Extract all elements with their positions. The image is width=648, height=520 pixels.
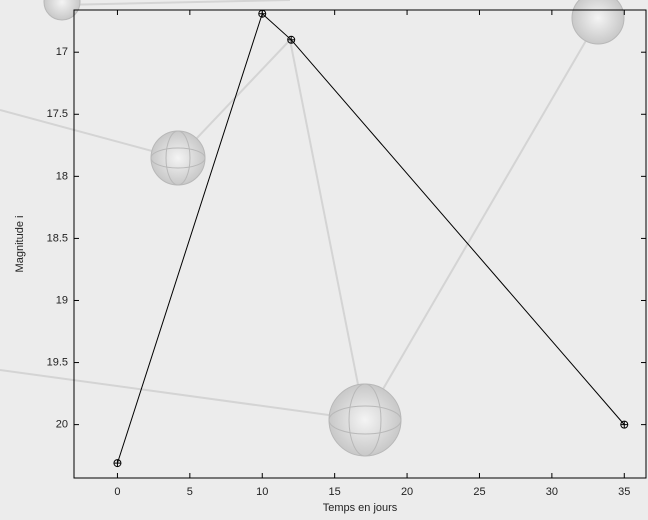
x-axis-label: Temps en jours xyxy=(323,502,398,514)
x-tick-label: 30 xyxy=(546,486,558,498)
y-tick-label: 19.5 xyxy=(47,356,68,368)
y-tick-label: 18.5 xyxy=(47,232,68,244)
marker xyxy=(287,35,296,44)
x-tick-label: 20 xyxy=(401,486,413,498)
plot-frame xyxy=(73,9,647,479)
x-tick-label: 15 xyxy=(329,486,341,498)
line xyxy=(116,12,625,464)
y-axis-label: Magnitude i xyxy=(14,216,26,273)
y-tick-label: 20 xyxy=(56,419,68,431)
x-tick-label: 35 xyxy=(618,486,630,498)
x-tick-label: 25 xyxy=(473,486,485,498)
y-tick-label: 17.5 xyxy=(47,108,68,120)
y-tick-label: 18 xyxy=(56,170,68,182)
x-tick-label: 10 xyxy=(256,486,268,498)
marker xyxy=(620,420,629,429)
y-tick-label: 19 xyxy=(56,294,68,306)
y-tick-label: 17 xyxy=(56,46,68,58)
decoration-spheres xyxy=(43,0,625,457)
marker xyxy=(258,9,267,18)
marker xyxy=(113,459,122,468)
x-tick-label: 5 xyxy=(187,486,193,498)
x-tick-label: 0 xyxy=(114,486,120,498)
